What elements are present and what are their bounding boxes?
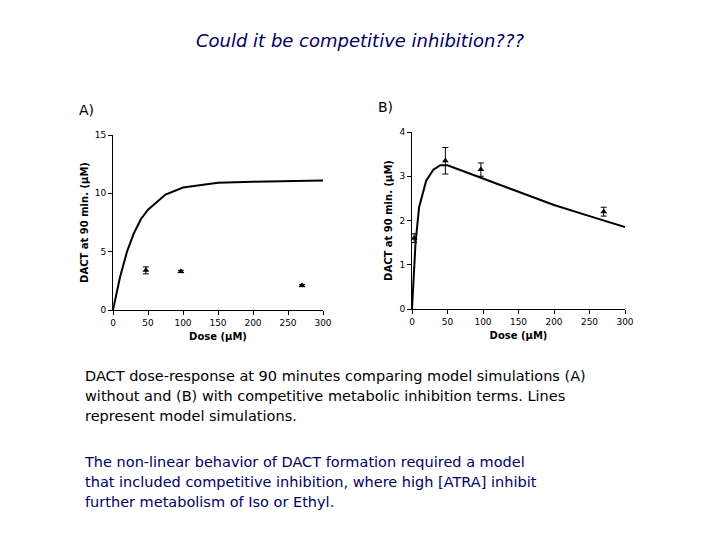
svg-text:1: 1 <box>399 260 405 270</box>
html-text:The non-linear behavior of DAC: The non-linear behavior of DACT formatio… <box>85 454 525 470</box>
svg-text:0: 0 <box>399 304 405 314</box>
html-text:Could it be competitive inhibi: Could it be competitive inhibition??? <box>196 30 524 51</box>
svg-text:100: 100 <box>474 317 491 327</box>
svg-text:2: 2 <box>399 216 405 226</box>
svg-text:B): B) <box>378 99 393 115</box>
svg-text:200: 200 <box>244 318 261 328</box>
svg-text:150: 150 <box>209 318 226 328</box>
svg-text:DACT at 90 min. (μM): DACT at 90 min. (μM) <box>79 162 90 283</box>
svg-text:Dose (μM): Dose (μM) <box>189 331 247 342</box>
svg-text:4: 4 <box>399 127 405 137</box>
svg-text:0: 0 <box>110 318 116 328</box>
html-text:without and (B) with competiti: without and (B) with competitive metabol… <box>85 388 566 404</box>
svg-text:3: 3 <box>399 171 405 181</box>
html-text:further metabolism of Iso or E: further metabolism of Iso or Ethyl. <box>85 494 335 510</box>
html-text:represent model simulations.: represent model simulations. <box>85 408 297 424</box>
svg-text:150: 150 <box>510 317 527 327</box>
svg-text:300: 300 <box>314 318 331 328</box>
svg-text:50: 50 <box>442 317 454 327</box>
svg-text:DACT at 90 min. (μM): DACT at 90 min. (μM) <box>383 160 394 281</box>
html-text:DACT dose-response at 90 minut: DACT dose-response at 90 minutes compari… <box>85 368 586 384</box>
svg-text:A): A) <box>79 102 94 118</box>
svg-text:250: 250 <box>581 317 598 327</box>
svg-text:Dose (μM): Dose (μM) <box>490 330 548 341</box>
html-text:that included competitive inhi: that included competitive inhibition, wh… <box>85 474 537 490</box>
svg-text:15: 15 <box>95 130 106 140</box>
svg-text:100: 100 <box>174 318 191 328</box>
svg-text:200: 200 <box>545 317 562 327</box>
svg-text:0: 0 <box>409 317 415 327</box>
svg-text:50: 50 <box>142 318 154 328</box>
svg-text:300: 300 <box>616 317 633 327</box>
svg-text:0: 0 <box>100 305 106 315</box>
svg-text:10: 10 <box>95 188 107 198</box>
svg-text:250: 250 <box>279 318 296 328</box>
svg-text:5: 5 <box>100 247 106 257</box>
